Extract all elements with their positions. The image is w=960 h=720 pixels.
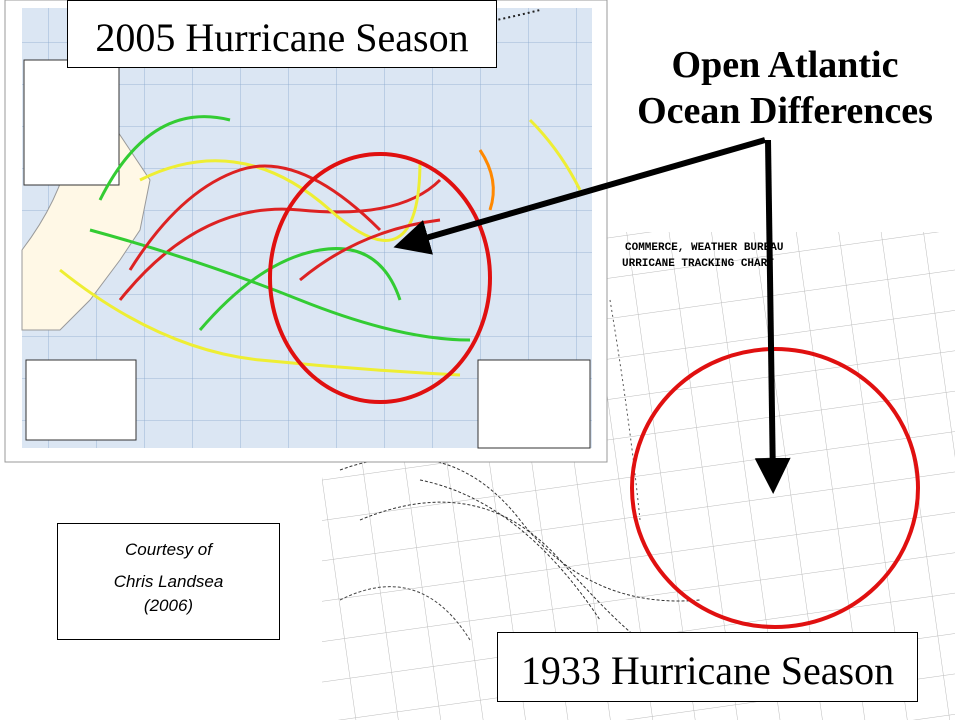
- credit-line: Courtesy of: [125, 540, 212, 559]
- title-2005: 2005 Hurricane Season: [67, 0, 497, 68]
- map-header: URRICANE TRACKING CHART: [622, 258, 774, 270]
- highlight-circle: [268, 152, 492, 404]
- map-2005: [4, 0, 608, 463]
- highlight-circle: [630, 347, 920, 629]
- arrow: [393, 137, 766, 255]
- callout: Open Atlantic Ocean Differences: [615, 42, 955, 134]
- title-1933: 1933 Hurricane Season: [497, 632, 918, 702]
- arrow: [754, 139, 791, 494]
- callout-line: Open Atlantic: [671, 44, 899, 86]
- map-header: COMMERCE, WEATHER BUREAU: [625, 242, 783, 254]
- callout-line: Ocean Differences: [637, 90, 933, 132]
- credit-line: (2006): [143, 596, 194, 615]
- credit-box: Courtesy of Chris Landsea (2006): [57, 523, 280, 640]
- credit-line: Chris Landsea: [113, 572, 224, 591]
